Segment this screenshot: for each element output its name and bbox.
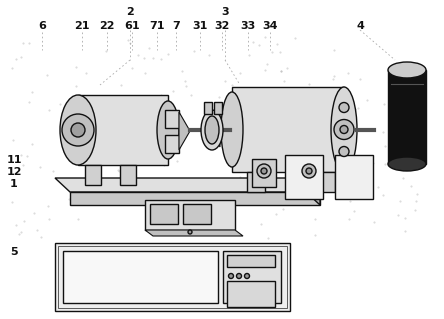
FancyBboxPatch shape bbox=[223, 251, 281, 303]
FancyBboxPatch shape bbox=[183, 204, 211, 224]
FancyBboxPatch shape bbox=[317, 172, 335, 192]
Circle shape bbox=[188, 230, 192, 234]
Text: 32: 32 bbox=[214, 21, 230, 31]
Text: 61: 61 bbox=[124, 21, 140, 31]
Circle shape bbox=[62, 114, 94, 146]
FancyBboxPatch shape bbox=[388, 70, 426, 164]
FancyBboxPatch shape bbox=[150, 204, 178, 224]
Circle shape bbox=[237, 273, 242, 278]
Ellipse shape bbox=[221, 92, 243, 167]
FancyBboxPatch shape bbox=[78, 95, 168, 165]
Text: 33: 33 bbox=[240, 21, 256, 31]
Text: 2: 2 bbox=[126, 7, 134, 17]
Ellipse shape bbox=[331, 87, 357, 172]
FancyBboxPatch shape bbox=[227, 255, 275, 267]
Text: 21: 21 bbox=[74, 21, 90, 31]
FancyBboxPatch shape bbox=[227, 281, 275, 307]
Ellipse shape bbox=[388, 62, 426, 78]
Ellipse shape bbox=[205, 116, 219, 144]
Polygon shape bbox=[145, 230, 243, 236]
Text: 31: 31 bbox=[192, 21, 208, 31]
Text: 6: 6 bbox=[38, 21, 46, 31]
Polygon shape bbox=[305, 178, 320, 205]
Circle shape bbox=[339, 146, 349, 157]
Text: 22: 22 bbox=[99, 21, 115, 31]
Polygon shape bbox=[210, 107, 220, 147]
Text: 5: 5 bbox=[10, 247, 18, 257]
FancyBboxPatch shape bbox=[55, 243, 290, 311]
Ellipse shape bbox=[60, 95, 96, 165]
FancyBboxPatch shape bbox=[145, 200, 235, 230]
Text: 11: 11 bbox=[6, 155, 22, 165]
Circle shape bbox=[339, 102, 349, 113]
Circle shape bbox=[306, 168, 312, 174]
FancyBboxPatch shape bbox=[120, 165, 136, 185]
Ellipse shape bbox=[201, 110, 223, 150]
Ellipse shape bbox=[388, 157, 426, 171]
Text: 12: 12 bbox=[6, 167, 22, 177]
Text: 1: 1 bbox=[10, 179, 18, 189]
FancyBboxPatch shape bbox=[214, 102, 222, 114]
Polygon shape bbox=[70, 192, 320, 205]
Text: U: U bbox=[300, 172, 308, 182]
FancyBboxPatch shape bbox=[247, 172, 265, 192]
FancyBboxPatch shape bbox=[252, 159, 276, 187]
Polygon shape bbox=[179, 112, 190, 150]
FancyBboxPatch shape bbox=[165, 110, 179, 128]
Circle shape bbox=[245, 273, 250, 278]
Polygon shape bbox=[55, 178, 320, 192]
Text: I: I bbox=[352, 172, 356, 182]
FancyBboxPatch shape bbox=[204, 102, 212, 114]
Circle shape bbox=[340, 125, 348, 133]
FancyBboxPatch shape bbox=[165, 135, 179, 153]
Text: 4: 4 bbox=[356, 21, 364, 31]
Circle shape bbox=[334, 120, 354, 139]
Text: 7: 7 bbox=[172, 21, 180, 31]
FancyBboxPatch shape bbox=[297, 159, 321, 187]
FancyBboxPatch shape bbox=[335, 155, 373, 199]
Ellipse shape bbox=[157, 101, 179, 159]
Circle shape bbox=[229, 273, 234, 278]
Text: 3: 3 bbox=[221, 7, 229, 17]
FancyBboxPatch shape bbox=[232, 87, 344, 172]
Circle shape bbox=[71, 123, 85, 137]
Text: 34: 34 bbox=[262, 21, 278, 31]
FancyBboxPatch shape bbox=[285, 155, 323, 199]
Circle shape bbox=[302, 164, 316, 178]
Circle shape bbox=[257, 164, 271, 178]
FancyBboxPatch shape bbox=[63, 251, 218, 303]
Circle shape bbox=[261, 168, 267, 174]
FancyBboxPatch shape bbox=[85, 165, 101, 185]
Text: 71: 71 bbox=[149, 21, 165, 31]
